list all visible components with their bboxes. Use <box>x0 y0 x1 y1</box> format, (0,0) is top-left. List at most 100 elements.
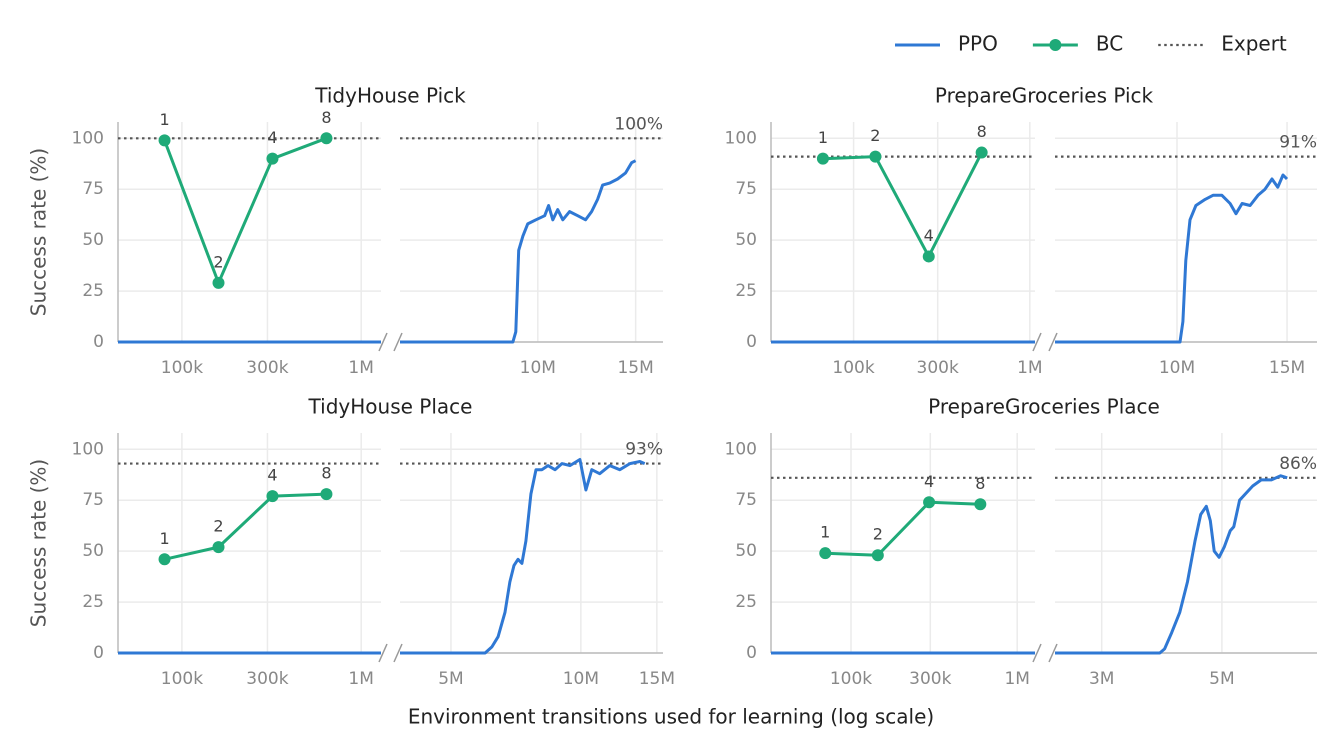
data-point <box>320 132 333 145</box>
x-tick-label: 300k <box>246 669 288 689</box>
x-tick-label: 10M <box>1159 358 1195 378</box>
point-label: 2 <box>213 517 223 536</box>
point-label: 4 <box>924 226 934 245</box>
x-tick-label: 5M <box>1209 669 1234 689</box>
data-point <box>212 276 225 289</box>
expert-label: 100% <box>614 114 663 134</box>
expert-label: 86% <box>1279 454 1317 474</box>
y-tick-label: 0 <box>93 332 104 352</box>
data-point <box>871 549 884 562</box>
x-axis-label: Environment transitions used for learnin… <box>408 705 934 729</box>
y-tick-label: 75 <box>82 179 104 199</box>
data-point <box>819 547 832 560</box>
x-tick-label: 1M <box>348 669 373 689</box>
series-line <box>400 159 637 344</box>
point-label: 4 <box>924 472 934 491</box>
x-tick-label: 5M <box>438 669 463 689</box>
point-label: 8 <box>321 108 331 127</box>
chart-title: TidyHouse Pick <box>314 84 466 108</box>
axis-break <box>1048 332 1058 352</box>
expert-label: 93% <box>625 440 663 460</box>
legend-label: BC <box>1096 32 1123 56</box>
y-tick-label: 50 <box>82 541 104 561</box>
y-tick-label: 100 <box>72 128 104 148</box>
data-point <box>212 541 225 554</box>
y-tick-label: 25 <box>735 281 757 301</box>
x-tick-label: 15M <box>639 669 675 689</box>
axis-break <box>378 643 388 663</box>
series-line <box>163 136 327 285</box>
data-point <box>158 553 171 566</box>
data-point <box>923 496 936 509</box>
y-tick-label: 100 <box>725 439 757 459</box>
y-tick-label: 75 <box>735 179 757 199</box>
x-tick-label: 10M <box>563 669 599 689</box>
data-point <box>266 490 279 503</box>
axis-break <box>393 643 403 663</box>
x-tick-label: 100k <box>830 669 872 689</box>
data-point <box>869 150 882 163</box>
y-tick-label: 75 <box>82 490 104 510</box>
y-tick-label: 50 <box>735 230 757 250</box>
x-tick-label: 300k <box>909 669 951 689</box>
y-axis-label: Success rate (%) <box>27 148 51 316</box>
expert-label: 91% <box>1279 133 1317 153</box>
y-tick-label: 0 <box>93 643 104 663</box>
point-label: 1 <box>159 529 169 548</box>
point-label: 4 <box>267 128 277 147</box>
point-label: 2 <box>873 525 883 544</box>
series-line <box>1055 474 1288 655</box>
data-point <box>816 152 829 165</box>
y-tick-label: 0 <box>746 643 757 663</box>
x-tick-label: 300k <box>917 358 959 378</box>
y-tick-label: 25 <box>82 592 104 612</box>
point-label: 4 <box>267 466 277 485</box>
chart-title: TidyHouse Place <box>308 395 473 419</box>
x-tick-label: 100k <box>832 358 874 378</box>
point-label: 1 <box>159 110 169 129</box>
series-line <box>822 151 984 258</box>
x-tick-label: 15M <box>1269 358 1305 378</box>
data-point <box>975 146 988 159</box>
point-label: 1 <box>818 128 828 147</box>
x-tick-label: 1M <box>1004 669 1029 689</box>
series-line <box>400 458 646 655</box>
point-label: 2 <box>213 252 223 271</box>
axis-break <box>393 332 403 352</box>
y-tick-label: 25 <box>82 281 104 301</box>
axis-break <box>1048 643 1058 663</box>
axis-break <box>378 332 388 352</box>
data-point <box>320 488 333 501</box>
point-label: 8 <box>975 474 985 493</box>
x-tick-label: 100k <box>161 669 203 689</box>
y-tick-label: 25 <box>735 592 757 612</box>
axis-break <box>1032 332 1042 352</box>
x-tick-label: 1M <box>1017 358 1042 378</box>
point-label: 8 <box>321 464 331 483</box>
point-label: 2 <box>870 126 880 145</box>
legend-label: Expert <box>1221 32 1287 56</box>
x-tick-label: 10M <box>520 358 556 378</box>
y-axis-label: Success rate (%) <box>27 459 51 627</box>
x-tick-label: 3M <box>1089 669 1114 689</box>
axis-break <box>1032 643 1042 663</box>
x-tick-label: 300k <box>246 358 288 378</box>
chart-title: PrepareGroceries Pick <box>935 84 1154 108</box>
legend-label: PPO <box>958 32 998 56</box>
y-tick-label: 50 <box>735 541 757 561</box>
x-tick-label: 100k <box>161 358 203 378</box>
legend-marker <box>1049 39 1062 51</box>
y-tick-label: 75 <box>735 490 757 510</box>
series-line <box>164 492 327 561</box>
data-point <box>158 134 171 147</box>
y-tick-label: 100 <box>72 439 104 459</box>
data-point <box>266 152 279 165</box>
chart-title: PrepareGroceries Place <box>928 395 1160 419</box>
x-tick-label: 1M <box>348 358 373 378</box>
data-point <box>974 498 987 511</box>
y-tick-label: 0 <box>746 332 757 352</box>
y-tick-label: 100 <box>725 128 757 148</box>
point-label: 8 <box>977 122 987 141</box>
y-tick-label: 50 <box>82 230 104 250</box>
